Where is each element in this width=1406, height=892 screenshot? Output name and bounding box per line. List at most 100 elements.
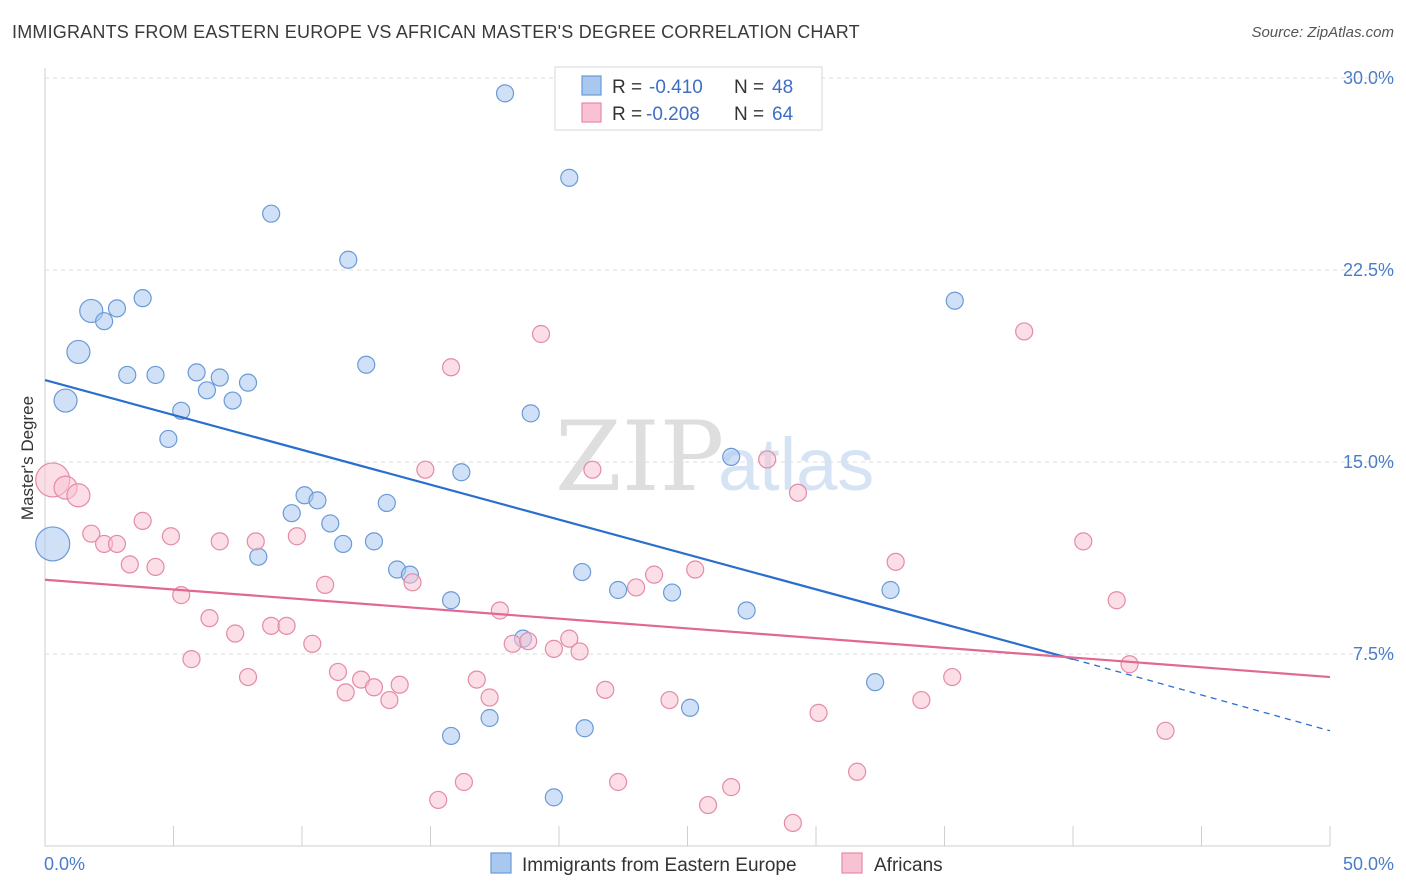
- data-point: [698, 795, 718, 815]
- data-point: [783, 813, 802, 833]
- data-point: [316, 575, 335, 594]
- data-point: [210, 532, 229, 551]
- data-point: [364, 532, 384, 551]
- data-point: [912, 690, 931, 710]
- trend-line-series-2: [44, 578, 1331, 679]
- legend-r-label-1: R =: [612, 77, 642, 98]
- data-point: [321, 514, 340, 533]
- data-point: [210, 368, 229, 387]
- data-point: [480, 688, 499, 707]
- data-point: [308, 491, 327, 510]
- data-point: [66, 483, 91, 508]
- data-point: [660, 690, 679, 710]
- data-point: [722, 447, 741, 466]
- legend-r-value-2: -0.208: [646, 104, 700, 125]
- data-point: [1074, 532, 1093, 551]
- data-point: [519, 632, 538, 651]
- data-point: [95, 312, 114, 331]
- data-point: [544, 639, 563, 658]
- data-point: [357, 355, 376, 374]
- data-point: [680, 698, 700, 717]
- data-point: [336, 683, 355, 702]
- data-point: [277, 616, 296, 635]
- y-tick-label: 22.5%: [1343, 260, 1394, 280]
- data-point: [403, 573, 422, 592]
- data-point: [722, 778, 741, 797]
- chart-title: IMMIGRANTS FROM EASTERN EUROPE VS AFRICA…: [12, 22, 860, 42]
- data-point: [53, 388, 78, 413]
- data-point: [441, 591, 461, 610]
- series-1-points: [35, 84, 964, 807]
- data-point: [1107, 591, 1126, 610]
- source-label: Source: ZipAtlas.com: [1251, 24, 1394, 41]
- data-point: [118, 365, 137, 385]
- data-point: [66, 339, 91, 365]
- data-point: [609, 772, 628, 792]
- data-point: [35, 526, 71, 562]
- data-point: [945, 291, 964, 310]
- data-point: [200, 609, 219, 628]
- data-point: [390, 675, 409, 694]
- data-point: [866, 673, 885, 692]
- data-point: [238, 373, 258, 392]
- watermark-zip: ZIP: [555, 401, 724, 513]
- data-point: [120, 555, 139, 574]
- data-point: [146, 365, 165, 385]
- trend-line-extension-series-1: [1072, 658, 1331, 732]
- legend-n-value-2: 64: [772, 104, 794, 125]
- data-point: [626, 578, 646, 597]
- data-point: [339, 250, 358, 269]
- data-point: [161, 527, 181, 546]
- data-point: [531, 324, 551, 344]
- data-point: [328, 662, 348, 682]
- data-point: [159, 429, 178, 449]
- trend-layer: [44, 379, 1331, 732]
- data-point: [943, 667, 962, 687]
- trend-line-series-1: [44, 379, 1074, 661]
- data-point: [380, 690, 399, 710]
- legend-r-value-1: -0.410: [649, 77, 703, 98]
- points-layer: [35, 84, 1175, 833]
- data-point: [262, 204, 281, 223]
- y-tick-label: 15.0%: [1343, 452, 1394, 472]
- data-point: [133, 511, 152, 530]
- data-point: [758, 450, 777, 469]
- data-point: [226, 624, 245, 643]
- legend-n-label-1: N =: [734, 77, 764, 98]
- data-point: [495, 84, 515, 103]
- legend-bottom-swatch-2: [841, 852, 863, 874]
- data-point: [596, 680, 615, 699]
- legend-bottom-swatch-1: [490, 852, 512, 874]
- data-point: [187, 363, 206, 382]
- data-point: [82, 524, 101, 543]
- data-point: [609, 580, 628, 600]
- data-point: [454, 772, 474, 792]
- data-point: [1156, 721, 1175, 740]
- legend-swatch-series-1: [581, 75, 602, 96]
- data-point: [788, 483, 808, 502]
- data-point: [107, 534, 127, 554]
- data-point: [334, 534, 353, 554]
- data-point: [686, 560, 705, 579]
- data-point: [246, 532, 265, 551]
- data-point: [223, 391, 242, 410]
- data-point: [452, 463, 471, 482]
- data-point: [560, 168, 579, 187]
- data-point: [287, 527, 306, 546]
- legend-n-label-2: N =: [734, 104, 764, 125]
- data-point: [737, 601, 756, 620]
- data-point: [886, 552, 905, 571]
- data-point: [133, 289, 152, 308]
- legend-swatch-series-2: [581, 102, 602, 123]
- legend-bottom-label-2: Africans: [874, 855, 943, 876]
- y-axis-title: Master's Degree: [18, 396, 37, 520]
- x-tick-label-max: 50.0%: [1343, 854, 1394, 874]
- data-point: [303, 634, 322, 653]
- grid: 7.5%15.0%22.5%30.0%: [45, 68, 1394, 664]
- x-tick-label-min: 0.0%: [44, 854, 85, 874]
- legend-bottom: Immigrants from Eastern Europe Africans: [490, 852, 943, 876]
- data-point: [662, 583, 682, 602]
- data-point: [1015, 322, 1034, 341]
- data-point: [575, 719, 594, 738]
- data-point: [521, 404, 540, 423]
